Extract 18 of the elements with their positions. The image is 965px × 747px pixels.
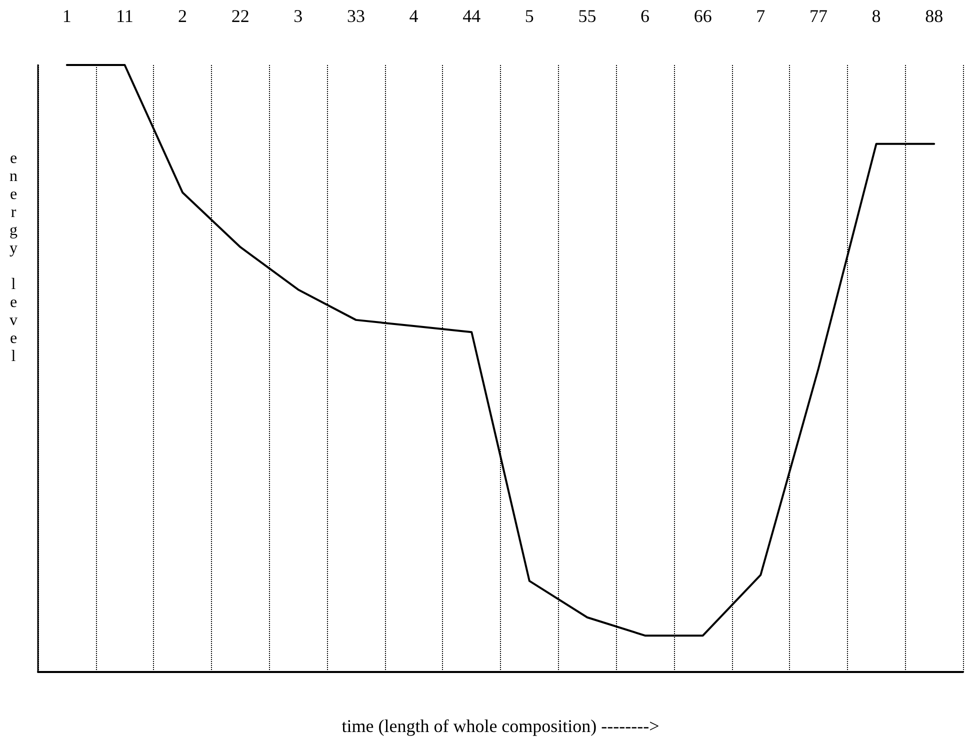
x-tick-label: 8: [872, 6, 881, 26]
x-tick-label: 66: [694, 6, 712, 26]
x-tick-label: 2: [178, 6, 188, 26]
x-tick-label: 6: [640, 6, 650, 26]
x-tick-label: 44: [462, 6, 481, 26]
x-tick-label: 1: [62, 6, 72, 26]
x-tick-label: 5: [524, 6, 534, 26]
x-tick-label: 22: [231, 6, 250, 26]
x-tick-label: 11: [116, 6, 134, 26]
x-tick-label: 55: [578, 6, 596, 26]
x-tick-label: 33: [346, 6, 365, 26]
x-tick-label: 88: [925, 6, 944, 26]
y-axis-title: energy level: [4, 150, 22, 366]
x-tick-label: 77: [809, 6, 828, 26]
x-tick-label: 3: [294, 6, 303, 26]
x-tick-label: 4: [409, 6, 418, 26]
x-tick-label: 7: [756, 6, 766, 26]
x-axis-title: time (length of whole composition) -------->: [342, 716, 660, 736]
